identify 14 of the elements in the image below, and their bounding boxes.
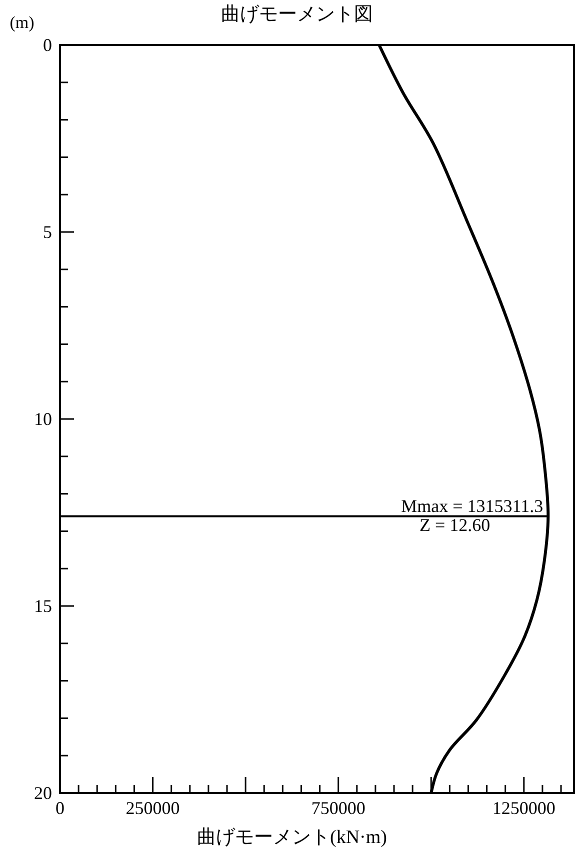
x-axis-title: 曲げモーメント(kN·m) (197, 827, 387, 848)
y-tick-label: 5 (43, 222, 52, 242)
y-axis-title: (m) (10, 13, 34, 32)
y-tick-label: 10 (34, 409, 52, 429)
chart-title: 曲げモーメント図 (221, 4, 373, 25)
x-tick-label: 250000 (126, 798, 180, 818)
annotation: Mmax = 1315311.3 (401, 496, 544, 516)
y-tick-label: 0 (43, 35, 52, 55)
annotation: Z = 12.60 (419, 515, 490, 536)
x-tick-label: 0 (56, 798, 64, 818)
y-tick-label: 20 (34, 783, 52, 803)
x-tick-label: 750000 (311, 798, 366, 818)
x-tick-label: 1250000 (492, 798, 556, 818)
y-tick-label: 15 (34, 596, 52, 616)
